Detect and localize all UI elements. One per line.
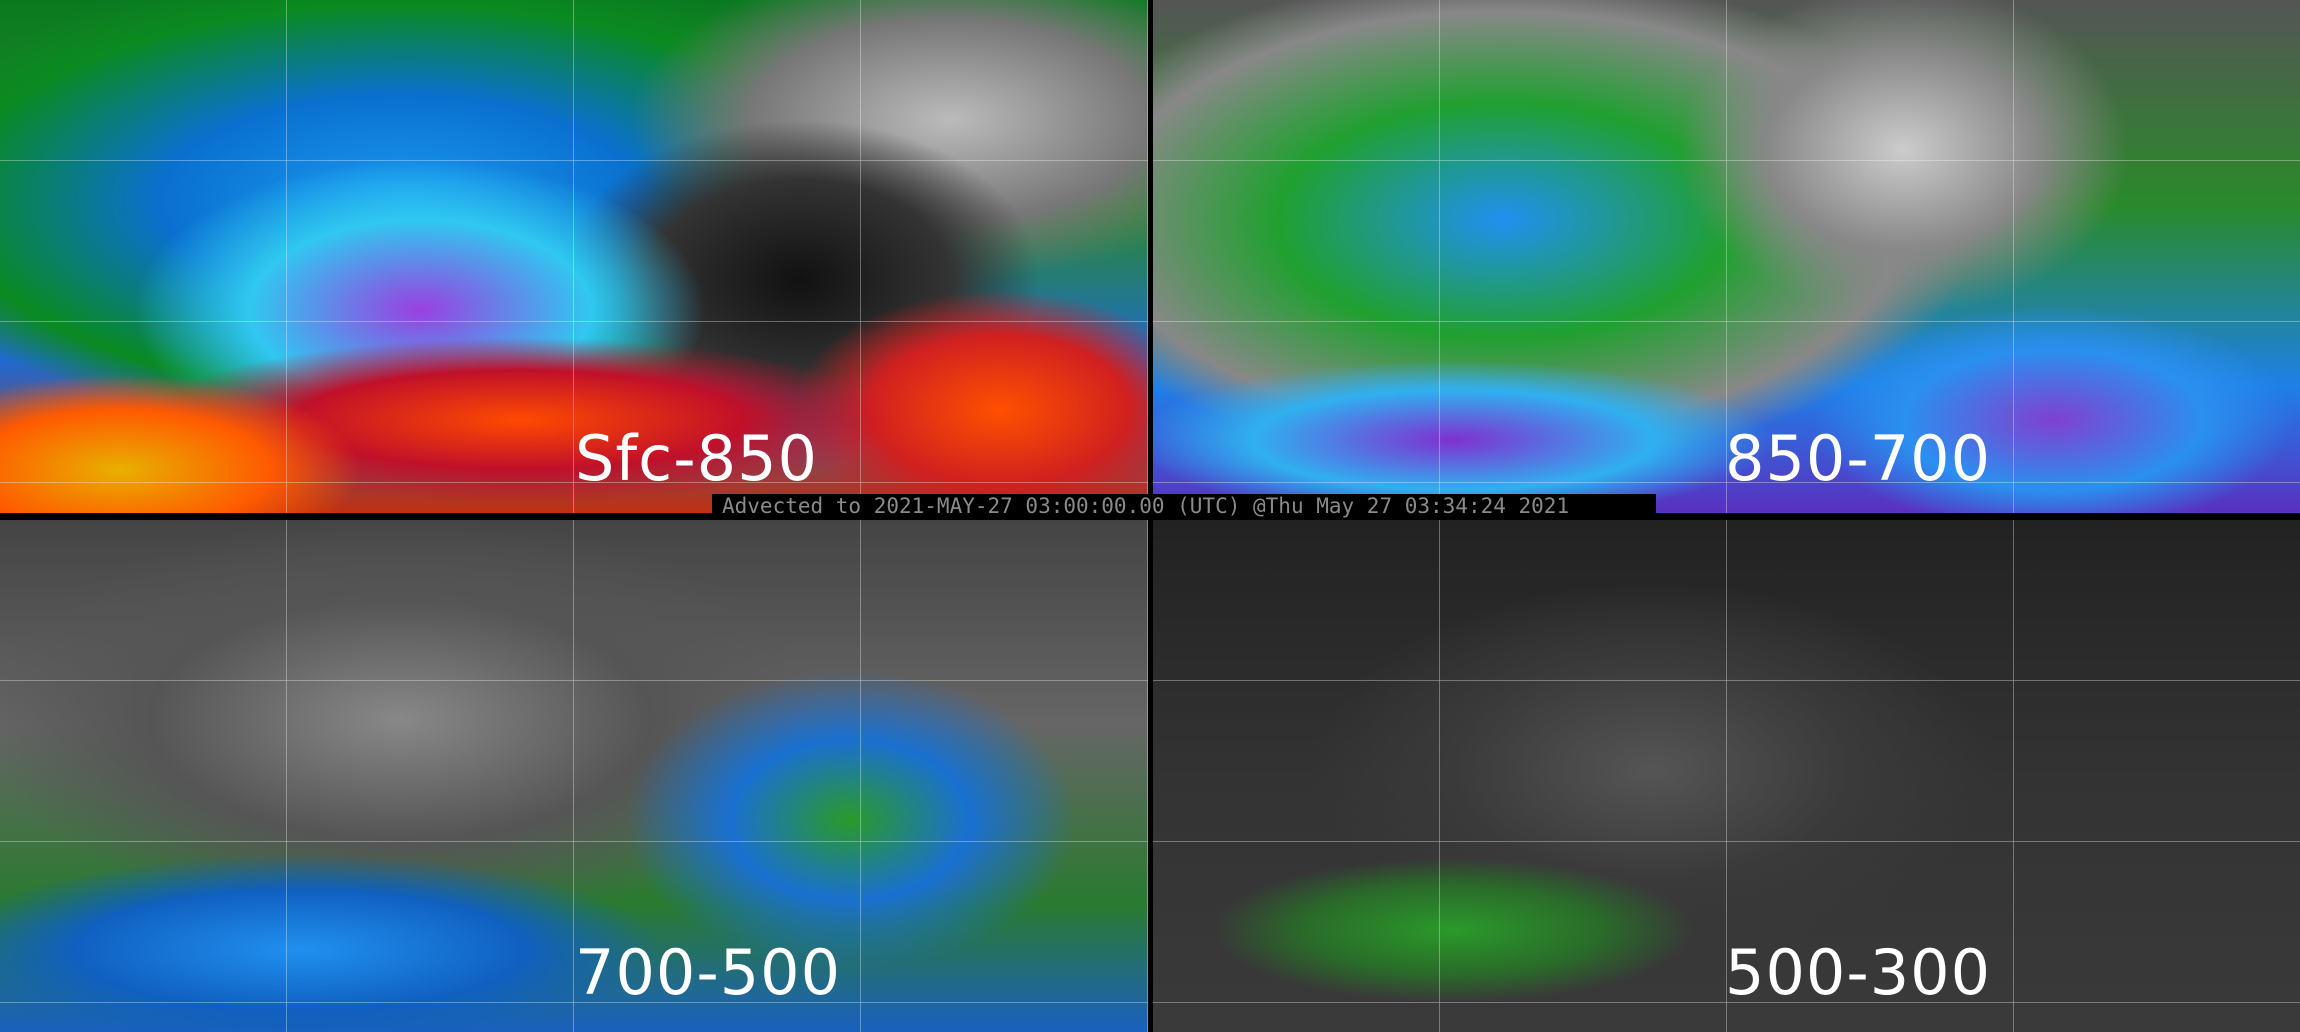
panel-sfc-850: Sfc-850 xyxy=(0,0,1148,513)
panel-label: 700-500 xyxy=(575,936,842,1009)
panel-label: 500-300 xyxy=(1725,936,1992,1009)
panel-label: Sfc-850 xyxy=(575,422,818,495)
panel-850-700: 850-700 xyxy=(1153,0,2300,513)
panel-500-300: 500-300 xyxy=(1153,520,2300,1032)
lat-lon-grid xyxy=(1153,0,2300,513)
timestamp-banner: Advected to 2021-MAY-27 03:00:00.00 (UTC… xyxy=(712,494,1656,518)
lat-lon-grid xyxy=(1153,520,2300,1032)
panel-label: 850-700 xyxy=(1725,422,1992,495)
lat-lon-grid xyxy=(0,0,1148,513)
panel-700-500: 700-500 xyxy=(0,520,1148,1032)
lat-lon-grid xyxy=(0,520,1148,1032)
